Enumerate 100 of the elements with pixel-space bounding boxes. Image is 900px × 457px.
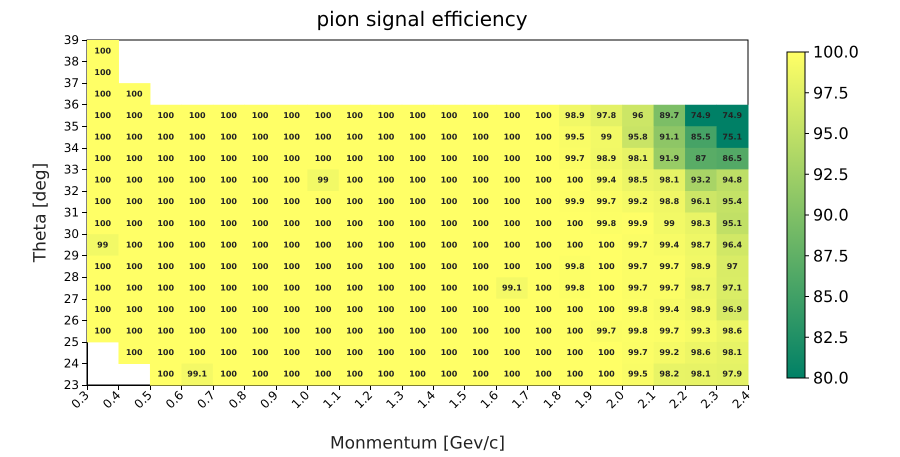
data-label: 100: [314, 348, 332, 358]
data-label: 86.5: [722, 154, 743, 164]
data-label: 100: [346, 348, 364, 358]
x-tick-label: 2.4: [730, 388, 753, 412]
data-label: 100: [346, 132, 364, 142]
data-label: 100: [188, 240, 206, 250]
data-label: 100: [220, 197, 238, 206]
data-label: 100: [378, 154, 395, 164]
data-label: 100: [504, 132, 521, 142]
data-label: 100: [188, 305, 206, 314]
color-bar-label: 82.5: [813, 328, 849, 347]
y-tick-label: 29: [64, 248, 79, 263]
data-label: 100: [220, 305, 238, 314]
data-label: 100: [378, 176, 395, 185]
data-label: 98.5: [628, 176, 648, 185]
y-tick-label: 27: [64, 292, 79, 306]
data-label: 100: [346, 326, 364, 336]
y-tick-label: 36: [64, 98, 79, 112]
data-label: 100: [126, 176, 143, 185]
data-label: 100: [157, 305, 174, 314]
color-bar-label: 95.0: [813, 124, 849, 143]
data-label: 98.6: [690, 348, 712, 358]
data-label: 99.9: [565, 197, 586, 206]
y-tick-label: 25: [64, 334, 79, 349]
data-label: 100: [378, 197, 395, 206]
data-label: 100: [535, 240, 552, 250]
data-label: 99.2: [659, 348, 680, 358]
x-tick-label: 1.2: [352, 388, 376, 412]
data-label: 100: [535, 176, 552, 185]
data-label: 100: [504, 262, 521, 271]
data-label: 100: [566, 348, 584, 358]
data-label: 95.4: [722, 197, 743, 206]
data-label: 100: [220, 218, 238, 228]
x-tick-label: 1.9: [572, 388, 596, 412]
data-label: 95.1: [722, 218, 743, 228]
x-tick-label: 2.2: [666, 388, 690, 412]
data-label: 100: [283, 176, 300, 185]
data-label: 100: [94, 46, 112, 56]
data-label: 100: [440, 154, 458, 164]
x-tick-label: 2.3: [698, 388, 722, 412]
data-label: 100: [314, 240, 332, 250]
data-label: 99: [600, 132, 612, 142]
data-label: 99.7: [628, 240, 648, 250]
data-label: 98.1: [690, 370, 712, 379]
x-tick-label: 0.4: [100, 388, 124, 412]
data-label: 100: [220, 132, 238, 142]
data-label: 100: [220, 110, 238, 120]
data-label: 100: [283, 218, 300, 228]
data-label: 100: [94, 305, 112, 314]
data-label: 100: [535, 305, 552, 314]
x-tick-label: 0.7: [194, 388, 218, 412]
data-label: 100: [346, 154, 364, 164]
data-label: 100: [157, 370, 174, 379]
data-label: 100: [126, 348, 143, 358]
data-label: 100: [409, 262, 426, 271]
x-tick-label: 1.1: [320, 388, 344, 412]
data-label: 100: [440, 176, 458, 185]
data-label: 100: [126, 262, 143, 271]
data-label: 100: [126, 197, 143, 206]
data-label: 98.7: [690, 240, 711, 250]
data-label: 100: [283, 305, 300, 314]
data-label: 100: [126, 132, 143, 142]
data-label: 100: [252, 348, 269, 358]
data-label: 98.9: [565, 110, 586, 120]
data-label: 100: [220, 240, 238, 250]
data-label: 100: [566, 240, 584, 250]
data-label: 100: [504, 110, 521, 120]
data-label: 100: [252, 240, 269, 250]
data-label: 100: [504, 154, 521, 164]
data-label: 100: [409, 218, 426, 228]
data-label: 99.7: [659, 283, 680, 292]
x-tick-label: 1.4: [414, 388, 438, 412]
data-label: 91.9: [659, 154, 680, 164]
data-label: 100: [252, 370, 269, 379]
data-label: 100: [346, 176, 364, 185]
y-tick-label: 33: [64, 162, 79, 176]
data-label: 85.5: [690, 132, 712, 142]
data-label: 100: [314, 154, 332, 164]
data-label: 96: [632, 110, 644, 120]
x-tick-label: 0.6: [163, 388, 186, 412]
data-label: 100: [535, 348, 552, 358]
data-label: 100: [94, 132, 112, 142]
data-label: 100: [504, 348, 521, 358]
data-label: 100: [378, 348, 395, 358]
data-label: 93.2: [690, 176, 711, 185]
data-label: 100: [440, 262, 458, 271]
data-label: 100: [252, 262, 269, 271]
x-tick-label: 0.8: [226, 388, 250, 412]
data-label: 87: [695, 154, 706, 164]
data-label: 100: [94, 262, 112, 271]
data-label: 100: [409, 176, 426, 185]
data-label: 100: [252, 132, 269, 142]
y-tick-label: 32: [64, 184, 79, 198]
data-label: 100: [378, 283, 395, 292]
data-label: 100: [535, 370, 552, 379]
y-tick-label: 35: [64, 119, 79, 134]
data-label: 98.3: [690, 218, 711, 228]
data-label: 100: [252, 283, 269, 292]
data-label: 100: [314, 283, 332, 292]
data-label: 100: [314, 218, 332, 228]
